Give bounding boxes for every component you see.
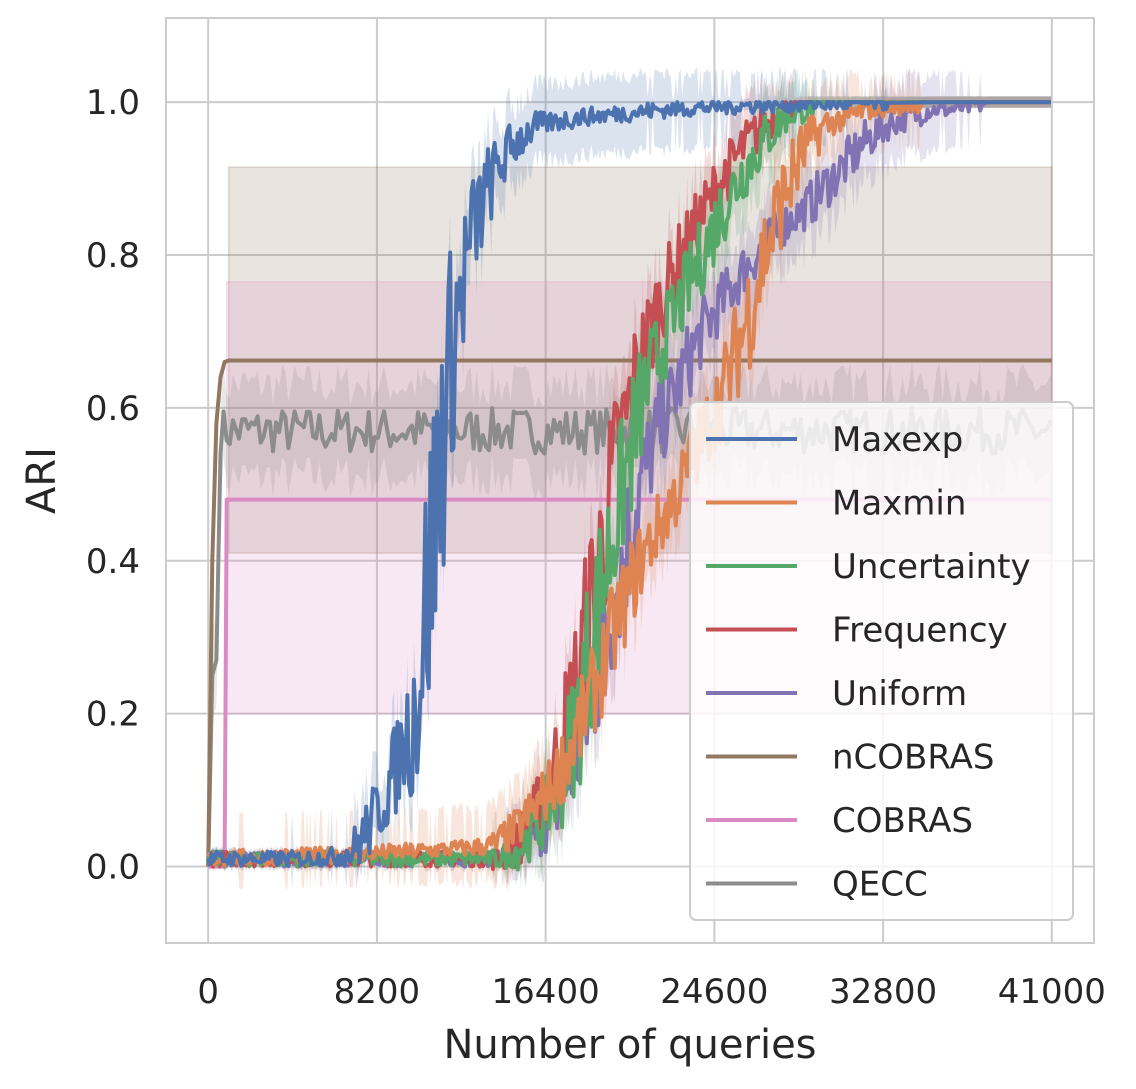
legend-entry-label: Uncertainty: [832, 547, 1031, 587]
x-tick-label: 32800: [829, 972, 937, 1012]
y-tick-label: 0.0: [86, 848, 140, 888]
x-axis-label: Number of queries: [443, 1022, 816, 1068]
legend-entry-label: Maxexp: [832, 420, 963, 460]
y-tick-label: 0.4: [86, 542, 140, 582]
legend-entry-label: Maxmin: [832, 484, 966, 524]
legend-entry-label: QECC: [832, 865, 928, 905]
y-tick-label: 0.6: [86, 389, 140, 429]
y-tick-label: 1.0: [86, 83, 140, 123]
legend-entry-label: Uniform: [832, 674, 967, 714]
legend-entry-label: nCOBRAS: [832, 738, 994, 778]
series-line-maxexp: [206, 100, 1052, 868]
legend: Maxexp Maxmin Uncertainty Frequency Uniform n…: [689, 401, 1074, 921]
x-tick-label: 0: [197, 972, 219, 1012]
legend-box: [689, 401, 1074, 921]
legend-entry-label: Frequency: [832, 611, 1008, 651]
x-tick-label: 41000: [998, 972, 1106, 1012]
tick-labels: 0 8200 16400 24600 32800 41000 0.0 0.2 0.4 0.6 0.8…: [86, 83, 1106, 1012]
series-line-ncobras: [206, 358, 1052, 867]
legend-entry-label: COBRAS: [832, 801, 973, 841]
series-lines: [206, 100, 1053, 872]
y-tick-label: 0.8: [86, 236, 140, 276]
x-tick-label: 24600: [660, 972, 768, 1012]
y-tick-label: 0.2: [86, 695, 140, 735]
x-tick-label: 16400: [492, 972, 600, 1012]
plot-frame: [165, 17, 1095, 944]
y-axis-label: ARI: [19, 447, 65, 514]
x-tick-label: 8200: [334, 972, 421, 1012]
